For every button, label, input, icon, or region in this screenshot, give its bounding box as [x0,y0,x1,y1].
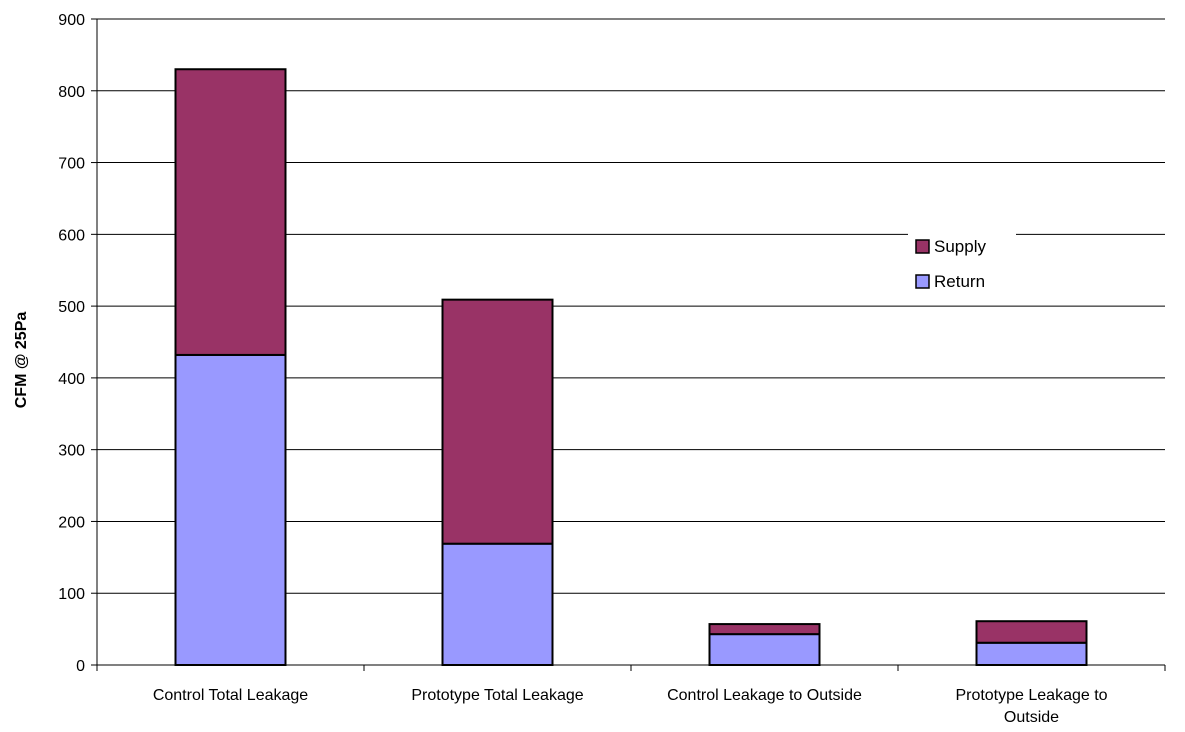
legend-label-supply: Supply [934,237,986,256]
x-category-label: Control Leakage to Outside [667,687,862,704]
bar-segment-supply [975,620,1088,644]
x-category-label: Control Total Leakage [153,687,308,704]
bars [174,68,1088,667]
bar-segment-supply [708,623,821,636]
y-tick-labels: 0 100 200 300 400 500 600 700 800 900 [58,12,85,675]
y-tick-label: 600 [58,227,85,244]
y-tick-label: 200 [58,514,85,531]
bar-segment-return [174,353,287,666]
y-tick-label: 500 [58,299,85,316]
axes [91,18,1166,671]
bar-segment-supply [441,298,554,545]
bar-segment-return [441,542,554,666]
legend: Supply Return [908,229,1016,301]
bar-segment-supply [174,68,287,356]
x-category-label: Outside [1004,709,1059,726]
y-tick-label: 300 [58,443,85,460]
y-tick-label: 400 [58,371,85,388]
x-category-labels: Control Total Leakage Prototype Total Lea… [153,687,1108,726]
y-axis-title: CFM @ 25Pa [13,312,30,409]
bar-segment-return [708,633,821,667]
y-tick-label: 100 [58,586,85,603]
x-category-label: Prototype Leakage to [955,687,1107,704]
y-tick-label: 700 [58,156,85,173]
y-tick-label: 0 [76,658,85,675]
y-tick-label: 900 [58,12,85,29]
legend-swatch-supply [915,239,930,254]
x-category-label: Prototype Total Leakage [411,687,583,704]
y-tick-label: 800 [58,84,85,101]
bar-segment-return [975,641,1088,667]
legend-label-return: Return [934,272,985,291]
legend-swatch-return [915,274,930,289]
